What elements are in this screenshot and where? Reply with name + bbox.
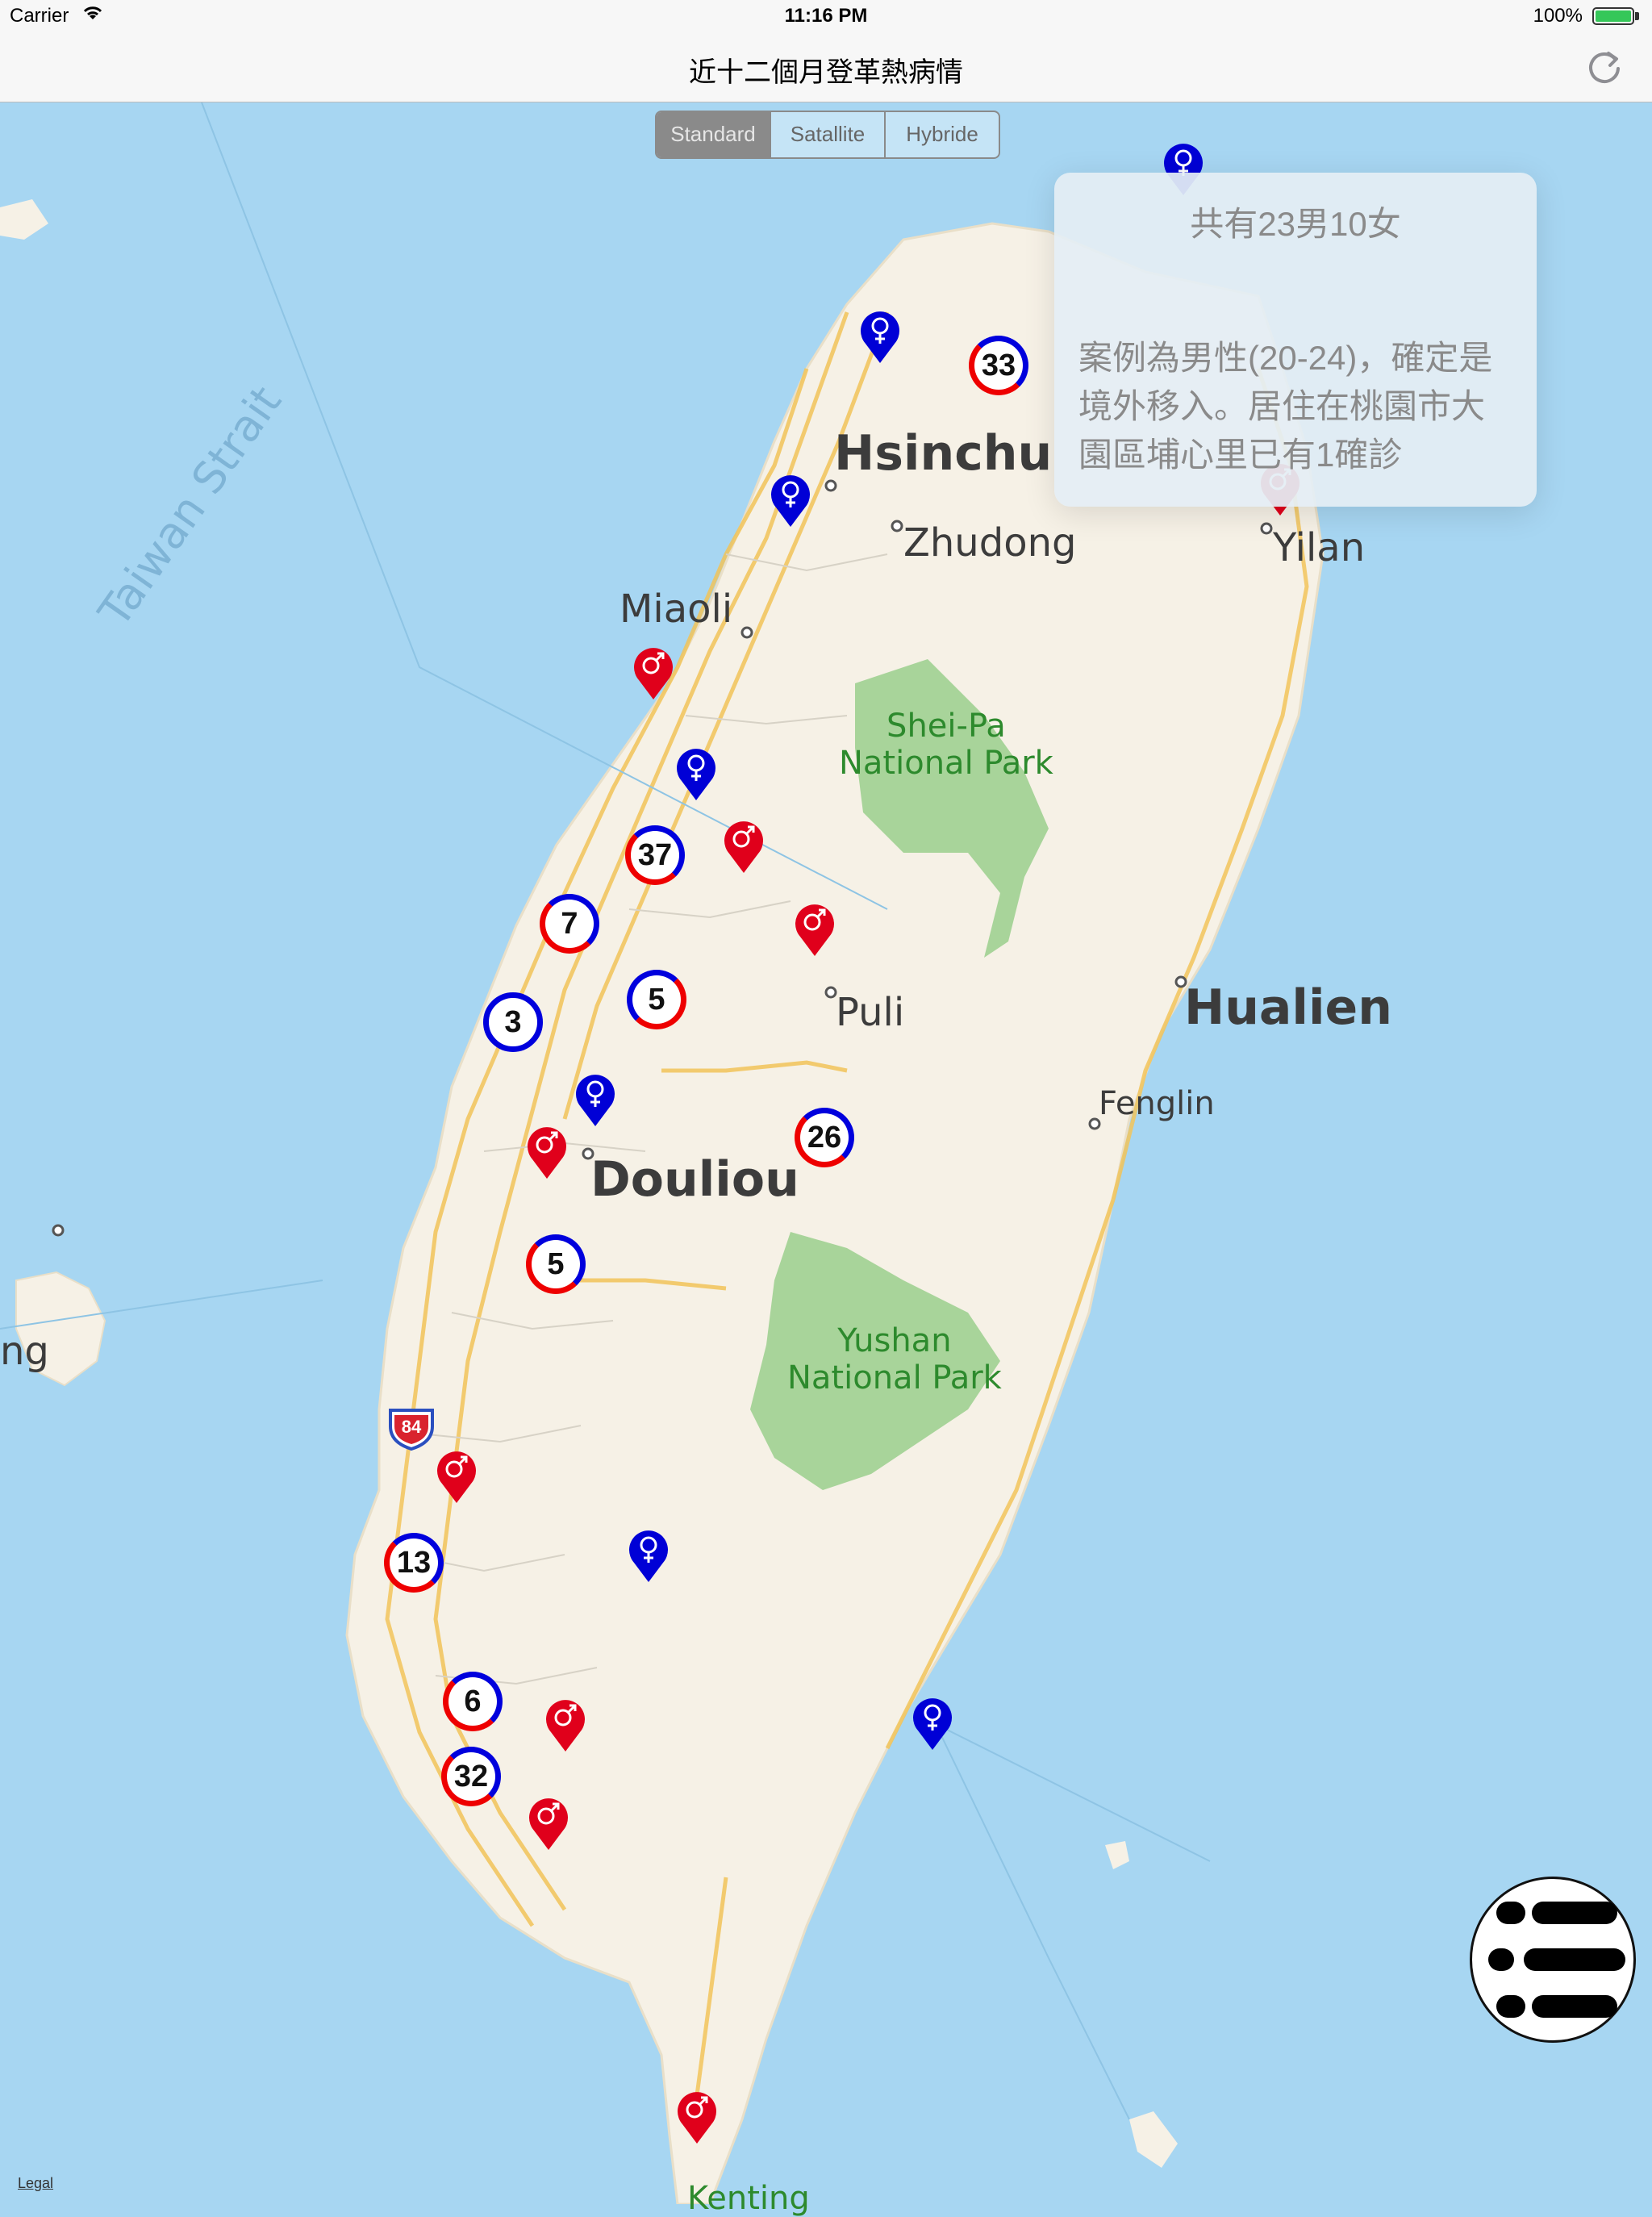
segment-standard[interactable]: Standard bbox=[657, 112, 771, 157]
cluster-marker[interactable]: 37 bbox=[625, 825, 685, 885]
wifi-icon bbox=[81, 3, 105, 28]
miaoli-label: Miaoli bbox=[620, 587, 733, 632]
cluster-count: 37 bbox=[637, 837, 673, 872]
male-symbol-icon bbox=[642, 657, 660, 674]
yushan-park-label: Yushan National Park bbox=[787, 1322, 1002, 1397]
cluster-count: 26 bbox=[807, 1120, 842, 1154]
cluster-marker[interactable]: 5 bbox=[526, 1234, 586, 1294]
fenglin-label: Fenglin bbox=[1099, 1085, 1215, 1122]
segment-hybrid[interactable]: Hybride bbox=[906, 122, 978, 146]
yilan-label: Yilan bbox=[1273, 525, 1366, 570]
yi-jing-menu-icon bbox=[1488, 1902, 1625, 2018]
zhudong-label: Zhudong bbox=[903, 520, 1077, 566]
islet bbox=[0, 199, 48, 240]
male-case-pin[interactable] bbox=[526, 1795, 571, 1852]
battery-percent: 100% bbox=[1533, 5, 1583, 27]
male-case-pin[interactable] bbox=[543, 1697, 588, 1753]
female-case-pin[interactable] bbox=[674, 745, 719, 802]
female-case-pin[interactable] bbox=[768, 472, 813, 528]
female-case-pin[interactable] bbox=[857, 308, 903, 365]
carrier-label: Carrier bbox=[10, 5, 69, 27]
cluster-marker[interactable]: 26 bbox=[795, 1108, 854, 1167]
islet bbox=[1129, 2111, 1178, 2168]
penghu-island bbox=[15, 1271, 106, 1387]
cluster-marker[interactable]: 6 bbox=[443, 1672, 503, 1731]
callout-body: 案例為男性(20-24)，確定是境外移入。居住在桃園市大園區埔心里已有1確診 bbox=[1078, 339, 1493, 474]
highway-84-shield: 84 bbox=[387, 1407, 436, 1451]
male-case-pin[interactable] bbox=[792, 901, 837, 958]
legal-link[interactable]: Legal bbox=[18, 2175, 54, 2191]
battery-icon bbox=[1592, 7, 1634, 25]
cluster-count: 7 bbox=[561, 906, 578, 941]
segment-satellite[interactable]: Satallite bbox=[771, 112, 886, 157]
male-symbol-icon bbox=[803, 913, 821, 931]
hualien-label: Hualien bbox=[1184, 979, 1392, 1036]
cluster-marker[interactable]: 7 bbox=[540, 894, 599, 954]
shei-pa-park-area bbox=[855, 659, 1049, 958]
male-symbol-icon bbox=[536, 1136, 553, 1154]
female-case-pin[interactable] bbox=[910, 1695, 955, 1751]
female-case-pin[interactable] bbox=[1161, 140, 1206, 197]
cluster-count: 6 bbox=[464, 1684, 482, 1718]
map-view[interactable]: Taiwan Strait Hsinchu Zhudong Yilan Miao… bbox=[0, 102, 1652, 2217]
male-symbol-icon bbox=[686, 2101, 703, 2119]
menu-button[interactable] bbox=[1470, 1877, 1636, 2043]
male-symbol-icon bbox=[732, 830, 750, 848]
clock: 11:16 PM bbox=[784, 5, 868, 27]
male-case-pin[interactable] bbox=[674, 2089, 720, 2145]
penghu-partial-label: ng bbox=[0, 1329, 49, 1374]
page-title: 近十二個月登革熱病情 bbox=[689, 57, 963, 88]
male-case-pin[interactable] bbox=[434, 1448, 479, 1505]
refresh-icon[interactable] bbox=[1583, 47, 1626, 90]
cluster-marker[interactable]: 3 bbox=[483, 992, 543, 1052]
male-symbol-icon bbox=[445, 1460, 463, 1478]
cluster-count: 5 bbox=[547, 1246, 565, 1281]
shei-pa-park-label: Shei-Pa National Park bbox=[839, 708, 1053, 782]
female-case-pin[interactable] bbox=[626, 1527, 671, 1584]
cluster-marker[interactable]: 5 bbox=[627, 970, 686, 1029]
female-case-pin[interactable] bbox=[573, 1071, 618, 1128]
male-symbol-icon bbox=[554, 1709, 572, 1726]
cluster-marker[interactable]: 33 bbox=[969, 336, 1028, 395]
kenting-label: Kenting bbox=[687, 2180, 810, 2217]
male-case-pin[interactable] bbox=[721, 818, 766, 875]
male-case-pin[interactable] bbox=[631, 645, 676, 701]
status-bar: Carrier 11:16 PM 100% bbox=[0, 0, 1652, 32]
highway-84-label: 84 bbox=[401, 1417, 422, 1437]
islet bbox=[1105, 1841, 1129, 1869]
cluster-count: 13 bbox=[396, 1545, 432, 1580]
taiwan-island bbox=[345, 222, 1325, 2204]
cluster-count: 33 bbox=[981, 348, 1016, 382]
male-case-pin[interactable] bbox=[524, 1124, 569, 1180]
male-symbol-icon bbox=[537, 1807, 555, 1825]
map-canvas bbox=[0, 102, 1652, 2204]
cluster-count: 32 bbox=[453, 1759, 489, 1793]
douliou-label: Douliou bbox=[590, 1151, 799, 1208]
cluster-count: 5 bbox=[648, 982, 665, 1017]
cluster-marker[interactable]: 13 bbox=[384, 1533, 444, 1593]
callout-headline: 共有23男10女 bbox=[1190, 205, 1401, 243]
navigation-bar: 近十二個月登革熱病情 bbox=[0, 32, 1652, 102]
puli-label: Puli bbox=[836, 990, 905, 1035]
cluster-count: 3 bbox=[504, 1004, 522, 1039]
hsinchu-label: Hsinchu bbox=[834, 425, 1053, 482]
case-info-callout[interactable]: 共有23男10女 案例為男性(20-24)，確定是境外移入。居住在桃園市大園區埔… bbox=[1054, 173, 1537, 507]
yushan-park-area bbox=[750, 1232, 1000, 1490]
map-type-segmented-control[interactable]: Standard Satallite Hybride bbox=[655, 111, 1000, 159]
cluster-marker[interactable]: 32 bbox=[441, 1747, 501, 1806]
